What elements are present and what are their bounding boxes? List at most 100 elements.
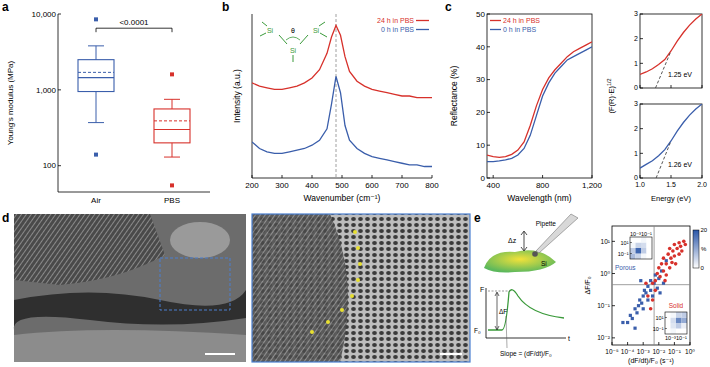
point: [677, 241, 681, 245]
chart: 200300400500600700800Wavenumber (cm⁻¹)In…: [232, 14, 439, 203]
tick: [432, 175, 433, 178]
colorbar-label: %: [701, 246, 707, 252]
tick: [542, 175, 543, 178]
line: [656, 51, 672, 88]
point: [649, 307, 653, 311]
tick-label: 10¹: [656, 315, 664, 321]
point: [642, 294, 645, 297]
tick-label: 200: [245, 181, 259, 190]
tick: [592, 175, 593, 178]
label: Si: [541, 260, 547, 267]
point: [668, 266, 672, 270]
bond: [293, 55, 294, 62]
bond: [260, 33, 266, 36]
mean: [154, 120, 190, 121]
line: [252, 25, 432, 97]
heat-cell: [647, 243, 653, 249]
panel-letter: e: [474, 211, 481, 225]
tick: [612, 342, 613, 345]
axis-label-text: (F(R)·E): [607, 86, 616, 114]
tick: [640, 38, 643, 39]
point: [654, 289, 658, 293]
annotation: <0.0001: [119, 18, 149, 27]
heat-cell: [676, 329, 682, 335]
heat-cell: [630, 248, 636, 254]
point: [631, 317, 634, 320]
mean: [78, 72, 114, 73]
si-particle: [532, 251, 538, 257]
plot-marks: [640, 104, 702, 178]
legend-label: 24 h in PBS: [377, 17, 414, 24]
tick: [58, 14, 61, 15]
colorbar: 020%: [693, 227, 708, 271]
panel-letter: a: [2, 0, 9, 14]
axis-label: Intensity (a.u.): [232, 69, 242, 123]
tick-label: 10⁻³: [665, 335, 676, 341]
heat-cell: [671, 312, 677, 318]
axis-label: Wavelength (nm): [507, 193, 572, 203]
heat-cell: [636, 254, 642, 260]
tick-label: 500: [335, 181, 349, 190]
legend-label: 0 h in PBS: [381, 26, 414, 33]
tick-label: 400: [305, 181, 319, 190]
heat-cell: [665, 323, 671, 329]
bracket: [96, 28, 172, 32]
axis: [252, 14, 253, 178]
plot-marks: [640, 14, 702, 88]
point: [658, 291, 661, 294]
whisker: [96, 46, 97, 60]
colorbar-bar: [693, 230, 699, 268]
marker-dot: [353, 230, 357, 234]
label: Δz: [508, 237, 517, 244]
tick-label: 3: [634, 10, 638, 17]
point: [671, 249, 675, 253]
marker-dot: [358, 262, 362, 266]
tick: [612, 337, 615, 338]
marker-dot: [356, 246, 360, 250]
tick-label: 1: [634, 60, 638, 67]
tick-label: 1: [634, 150, 638, 157]
feature: [170, 222, 230, 258]
lattice-region: [252, 214, 348, 362]
line: [640, 14, 702, 74]
point: [633, 307, 636, 310]
legend-swatch: [416, 29, 429, 30]
tick: [640, 175, 641, 178]
heat-cell: [636, 243, 642, 249]
axis-label: Reflectance (%): [449, 66, 459, 127]
heat-cell: [671, 323, 677, 329]
tick-label: 10⁻¹: [618, 251, 629, 257]
point: [633, 327, 636, 330]
tick: [640, 88, 643, 89]
point: [639, 279, 642, 282]
heat-cell: [682, 318, 688, 324]
bond: [279, 35, 287, 44]
median: [78, 77, 114, 78]
heat-cell: [671, 329, 677, 335]
bond: [262, 22, 267, 26]
scale-bar: [205, 353, 235, 355]
tick-label: 10⁻²: [597, 334, 611, 341]
whisker: [172, 143, 173, 157]
tick-label: 2: [634, 35, 638, 42]
tick: [640, 14, 643, 15]
tick: [640, 63, 643, 64]
tick: [487, 145, 490, 146]
tick-label: 0: [481, 174, 486, 183]
point: [644, 281, 648, 285]
tick-label: 40: [476, 43, 485, 52]
heat-cell: [676, 323, 682, 329]
axis-label: ΔF/F₀: [584, 276, 591, 294]
tick: [671, 175, 672, 178]
tick-label: 0: [701, 265, 705, 271]
heat-cell: [665, 312, 671, 318]
median: [154, 129, 190, 130]
heat-cell: [682, 312, 688, 318]
label: F₀: [474, 327, 481, 334]
whisker-cap: [164, 99, 180, 100]
line: [487, 42, 592, 157]
point: [637, 304, 640, 307]
inset-frame: [665, 312, 687, 334]
tick-label: 800: [425, 181, 439, 190]
point: [666, 252, 670, 256]
